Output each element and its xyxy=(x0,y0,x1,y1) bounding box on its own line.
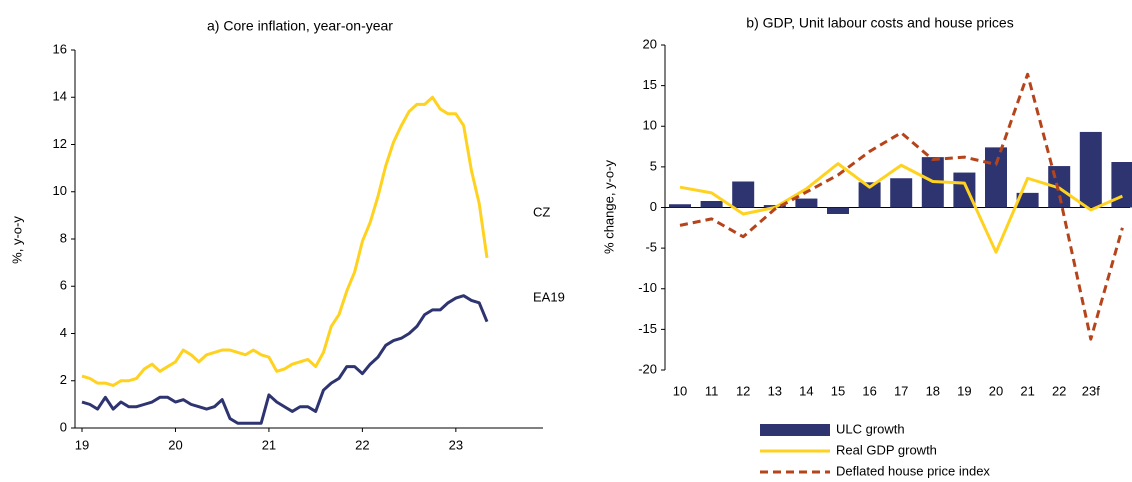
y-tick-label: 12 xyxy=(53,136,67,151)
bar xyxy=(985,147,1007,208)
line xyxy=(679,72,1124,341)
y-tick-label: 14 xyxy=(53,89,67,104)
x-tick-label: 20 xyxy=(168,437,182,452)
x-tick-label: 21 xyxy=(262,437,276,452)
y-tick-label: 0 xyxy=(60,419,67,434)
x-tick-label: 13 xyxy=(768,383,782,398)
y-tick-label: 16 xyxy=(53,41,67,56)
chart-title: a) Core inflation, year-on-year xyxy=(207,18,393,34)
bar xyxy=(1079,131,1102,208)
x-tick-label: 15 xyxy=(831,383,845,398)
y-tick-label: 20 xyxy=(643,36,657,51)
series-label: CZ xyxy=(533,204,550,219)
x-tick-label: 10 xyxy=(673,383,687,398)
y-tick-label: 2 xyxy=(60,372,67,387)
bar xyxy=(1016,192,1039,208)
x-tick-label: 22 xyxy=(1052,383,1066,398)
y-axis-label: %, y-o-y xyxy=(9,216,24,264)
y-tick-label: 0 xyxy=(650,199,657,214)
bar xyxy=(858,182,881,208)
line xyxy=(81,294,489,425)
x-tick-label: 19 xyxy=(75,437,89,452)
bar xyxy=(1111,162,1132,208)
line xyxy=(81,95,489,387)
y-tick-label: 5 xyxy=(650,158,657,173)
line xyxy=(679,162,1124,254)
x-tick-label: 17 xyxy=(894,383,908,398)
bar xyxy=(795,198,818,208)
y-tick-label: 10 xyxy=(643,118,657,133)
y-tick-label: 6 xyxy=(60,278,67,293)
y-tick-label: 4 xyxy=(60,325,67,340)
x-tick-label: 22 xyxy=(355,437,369,452)
y-tick-label: 10 xyxy=(53,183,67,198)
bar xyxy=(732,181,755,208)
legend-label: Deflated house price index xyxy=(836,463,990,478)
bar xyxy=(827,207,849,214)
bar xyxy=(669,204,691,208)
chart-title: b) GDP, Unit labour costs and house pric… xyxy=(746,15,1013,31)
series-label: EA19 xyxy=(533,289,565,304)
y-tick-label: -20 xyxy=(638,361,657,376)
x-tick-label: 20 xyxy=(989,383,1003,398)
x-tick-label: 23f xyxy=(1082,383,1100,398)
y-tick-label: 8 xyxy=(60,230,67,245)
legend-label: ULC growth xyxy=(836,421,905,436)
x-tick-label: 18 xyxy=(926,383,940,398)
x-tick-label: 12 xyxy=(736,383,750,398)
y-axis-label: % change, y-o-y xyxy=(601,160,616,254)
bar xyxy=(700,201,723,208)
bar xyxy=(953,172,976,208)
x-tick-label: 21 xyxy=(1020,383,1034,398)
x-tick-label: 11 xyxy=(705,383,719,398)
y-tick-label: -10 xyxy=(638,280,657,295)
y-tick-label: -15 xyxy=(638,321,657,336)
x-tick-label: 14 xyxy=(799,383,813,398)
x-tick-label: 16 xyxy=(862,383,876,398)
legend-label: Real GDP growth xyxy=(836,442,937,457)
y-tick-label: 15 xyxy=(643,77,657,92)
y-tick-label: -5 xyxy=(645,240,657,255)
bar xyxy=(890,178,913,208)
x-tick-label: 23 xyxy=(449,437,463,452)
x-tick-label: 19 xyxy=(957,383,971,398)
legend-swatch xyxy=(760,424,830,436)
